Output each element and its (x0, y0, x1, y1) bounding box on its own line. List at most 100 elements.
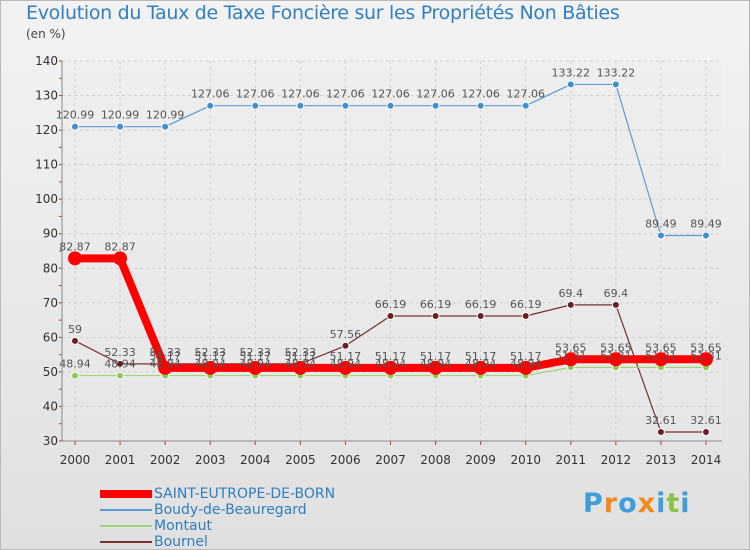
data-point (296, 101, 305, 110)
data-point (116, 359, 125, 368)
data-label: 51.17 (285, 350, 317, 363)
data-point (116, 122, 125, 131)
logo-letter: i (656, 488, 667, 519)
data-point (476, 101, 485, 110)
y-tick-label: 120 (35, 123, 58, 137)
data-label: 127.06 (326, 88, 365, 101)
data-label: 48.94 (465, 358, 497, 371)
data-point (203, 360, 218, 375)
y-tick-label: 30 (43, 434, 58, 448)
data-point (702, 231, 710, 240)
logo-letter: x (637, 488, 657, 519)
data-point (611, 80, 620, 89)
data-point (158, 360, 173, 375)
y-tick-label: 80 (43, 261, 58, 275)
data-label: 52.33 (149, 346, 181, 359)
data-label: 52.33 (104, 346, 136, 359)
data-point (383, 360, 398, 375)
data-label: 53.65 (555, 341, 587, 354)
data-point (71, 371, 79, 380)
data-label: 48.94 (375, 358, 407, 371)
data-point (518, 360, 533, 375)
data-label: 59 (68, 323, 82, 336)
axes (59, 60, 722, 445)
data-label: 48.94 (59, 358, 91, 371)
x-tick-label: 2002 (150, 453, 181, 467)
data-point (699, 352, 713, 367)
y-tick-label: 50 (43, 365, 58, 379)
data-label: 69.4 (559, 287, 584, 300)
data-label: 53.65 (690, 341, 722, 354)
data-point (116, 371, 125, 380)
data-label: 32.61 (690, 414, 722, 427)
data-label: 51.17 (510, 350, 542, 363)
x-tick-label: 2008 (420, 453, 451, 467)
data-label: 53.65 (645, 341, 677, 354)
data-point (611, 300, 620, 309)
data-point (71, 122, 79, 131)
data-label: 52.33 (194, 346, 226, 359)
data-point (113, 251, 128, 266)
x-tick-label: 2003 (195, 453, 226, 467)
data-label: 127.06 (506, 88, 545, 101)
data-label: 66.19 (420, 298, 452, 311)
data-point (341, 341, 350, 350)
y-tick-label: 70 (43, 296, 58, 310)
x-tick-label: 2012 (601, 453, 632, 467)
data-label: 51.17 (194, 350, 226, 363)
x-tick-label: 2014 (691, 453, 722, 467)
proxiti-logo: Proxiti (583, 488, 691, 519)
data-label: 57.56 (330, 328, 362, 341)
data-label: 48.94 (330, 358, 362, 371)
data-point (653, 352, 668, 367)
y-tick-label: 40 (43, 399, 58, 413)
data-point (566, 300, 575, 309)
data-label: 127.06 (281, 88, 320, 101)
data-label: 51.17 (149, 350, 181, 363)
data-point (431, 311, 440, 320)
data-label: 48.94 (104, 358, 136, 371)
chart-title: Evolution du Taux de Taxe Foncière sur l… (26, 2, 620, 24)
data-label: 89.49 (690, 217, 722, 230)
legend-label: Montaut (154, 518, 212, 534)
data-point (161, 122, 170, 131)
data-label: 133.22 (597, 66, 636, 79)
data-label: 66.19 (375, 298, 407, 311)
data-label: 52.33 (285, 346, 317, 359)
logo-letter: P (583, 488, 604, 519)
y-tick-label: 100 (35, 192, 58, 206)
data-label: 51.17 (330, 350, 362, 363)
data-label: 48.94 (149, 358, 181, 371)
y-tick-label: 90 (43, 227, 58, 241)
data-label: 51.17 (420, 350, 452, 363)
x-tick-label: 2001 (105, 453, 136, 467)
data-label: 48.94 (285, 358, 317, 371)
data-point (386, 311, 395, 320)
data-point (608, 352, 623, 367)
data-point (293, 360, 308, 375)
data-point (386, 101, 395, 110)
data-point (702, 427, 710, 436)
data-point (341, 101, 350, 110)
tick-labels: 30 40 50 60 70 80 90 100 110 120 130 140 2000 2001 200… (35, 54, 721, 467)
data-label: 51.17 (465, 350, 497, 363)
data-point (68, 251, 82, 266)
legend-label: SAINT-EUTROPE-DE-BORN (154, 486, 336, 502)
data-point (428, 360, 443, 375)
x-tick-label: 2006 (330, 453, 361, 467)
x-tick-label: 2005 (285, 453, 316, 467)
data-label: 48.94 (194, 358, 226, 371)
data-label: 51.17 (240, 350, 272, 363)
data-label: 51.17 (375, 350, 407, 363)
series-lines (68, 80, 713, 436)
x-tick-label: 2011 (556, 453, 587, 467)
unit-label: (en %) (26, 27, 66, 41)
data-label: 51.31 (600, 349, 632, 362)
data-label: 133.22 (552, 66, 591, 79)
legend-swatch (100, 509, 152, 511)
data-point (251, 101, 260, 110)
x-tick-label: 2013 (646, 453, 677, 467)
data-label: 127.06 (461, 88, 500, 101)
data-label: 69.4 (604, 287, 629, 300)
